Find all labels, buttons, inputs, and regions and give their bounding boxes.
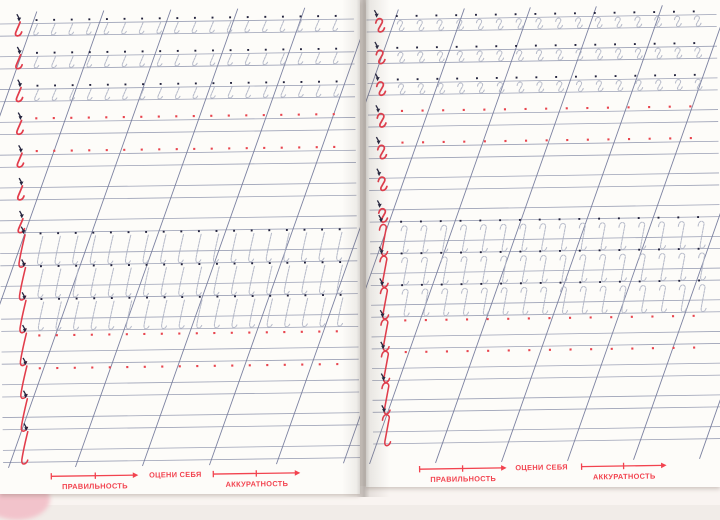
traced-letters — [37, 232, 342, 264]
slant-guide-lines — [366, 1, 720, 466]
red-guide-dots — [39, 363, 339, 369]
red-guide-dots — [38, 330, 338, 336]
model-letter — [376, 137, 386, 159]
practice-row-9-trace — [379, 242, 705, 288]
stroke-direction-arrowhead — [378, 204, 382, 208]
traced-letters — [35, 86, 339, 101]
stroke-direction-arrowhead — [375, 14, 379, 18]
stroke-direction-arrowhead — [17, 17, 21, 21]
page-right: ПРАВИЛЬНОСТЬ ОЦЕНИ СЕБЯ АККУРАТНОСТЬ — [366, 0, 720, 487]
stroke-direction-arrowhead — [18, 50, 22, 54]
correctness-label: ПРАВИЛЬНОСТЬ — [430, 474, 496, 484]
self-assessment-scale: ПРАВИЛЬНОСТЬ — [420, 465, 507, 485]
practice-row-8-trace — [379, 210, 705, 256]
accuracy-label: АККУРАТНОСТЬ — [593, 471, 656, 481]
stroke-direction-arrowhead — [377, 172, 381, 176]
model-letter — [18, 211, 25, 233]
model-letter — [17, 145, 24, 167]
start-dots — [396, 42, 695, 49]
self-assessment-scale: ПРАВИЛЬНОСТЬ — [51, 472, 138, 491]
stroke-direction-arrowhead — [19, 149, 23, 153]
self-assessment-scale: АККУРАТНОСТЬ — [582, 462, 667, 482]
model-letter — [374, 10, 384, 32]
traced-letters — [38, 298, 343, 330]
stroke-direction-arrowhead — [18, 83, 22, 87]
model-letter — [375, 42, 385, 64]
model-letter — [15, 14, 22, 36]
start-dots — [396, 10, 695, 17]
start-dots — [397, 74, 696, 81]
practice-row-1-trace — [374, 5, 701, 32]
practice-row-2-trace — [375, 37, 702, 64]
model-letter — [16, 47, 23, 69]
page-left: ПРАВИЛЬНОСТЬ ОЦЕНИ СЕБЯ АККУРАТНОСТЬ — [0, 0, 360, 494]
stroke-direction-arrowhead — [376, 109, 380, 113]
rate-yourself-label: ОЦЕНИ СЕБЯ — [515, 462, 568, 472]
page-ruling: ПРАВИЛЬНОСТЬ ОЦЕНИ СЕБЯ АККУРАТНОСТЬ — [366, 1, 720, 487]
practice-row-6-empty — [17, 178, 24, 200]
accuracy-label: АККУРАТНОСТЬ — [226, 479, 289, 489]
rate-yourself-label: ОЦЕНИ СЕБЯ — [149, 470, 202, 480]
model-letter — [376, 105, 386, 127]
model-letter — [377, 169, 387, 191]
model-letter — [16, 80, 23, 102]
practice-row-12-dots — [381, 337, 696, 382]
stroke-direction-arrowhead — [377, 140, 381, 144]
horizontal-rule-lines — [0, 19, 360, 463]
model-letter — [17, 178, 24, 200]
practice-row-3-trace — [375, 69, 702, 96]
stroke-direction-arrowhead — [19, 181, 23, 185]
self-assessment-scale: АККУРАТНОСТЬ — [213, 470, 300, 489]
traced-letters — [34, 53, 338, 68]
stroke-direction-arrowhead — [20, 214, 24, 218]
traced-letters — [34, 20, 338, 35]
practice-row-7-empty — [18, 211, 25, 233]
page-ruling: ПРАВИЛЬНОСТЬ ОЦЕНИ СЕБЯ АККУРАТНОСТЬ — [0, 4, 360, 494]
practice-row-11-dots — [380, 305, 695, 350]
stroke-direction-arrowhead — [375, 45, 379, 49]
model-letter — [17, 112, 24, 134]
stroke-direction-arrowhead — [19, 116, 23, 120]
stroke-direction-arrowhead — [376, 77, 380, 81]
traced-letters — [38, 265, 343, 297]
practice-row-6-empty — [377, 169, 387, 191]
correctness-label: ПРАВИЛЬНОСТЬ — [62, 481, 128, 491]
workbook-spread: ПРАВИЛЬНОСТЬ ОЦЕНИ СЕБЯ АККУРАТНОСТЬ ПРАВИ… — [0, 0, 720, 505]
model-letter — [375, 73, 385, 95]
horizontal-rule-lines — [367, 14, 720, 444]
